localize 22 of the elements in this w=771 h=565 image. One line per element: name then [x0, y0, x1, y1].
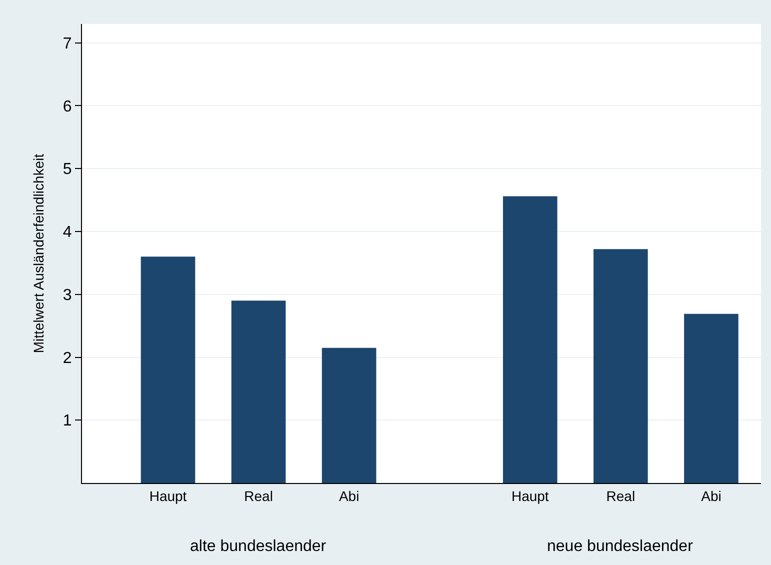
y-tick-label: 3: [62, 286, 72, 304]
y-tick-label: 7: [62, 35, 72, 52]
x-tick-label: Real: [244, 488, 273, 504]
x-tick-label: Abi: [338, 488, 360, 504]
x-tick-label: Haupt: [511, 488, 549, 504]
x-tick-label: Haupt: [149, 488, 187, 504]
y-tick-label: 6: [62, 98, 72, 116]
y-tick-label: 2: [62, 350, 72, 367]
y-tick-label: 4: [62, 224, 72, 242]
bar: [502, 196, 558, 483]
y-axis-title: Mittelwert Ausländerfeindlichkeit: [30, 154, 46, 354]
bar: [322, 348, 376, 483]
bar: [594, 249, 648, 483]
y-tick-label: 1: [62, 412, 72, 430]
text: alte bundeslaender: [190, 538, 327, 555]
x-tick-label: Abi: [701, 488, 722, 504]
x-tick-label: Real: [606, 488, 636, 504]
bar: [231, 300, 286, 483]
y-tick-label: 5: [62, 161, 72, 178]
bar: [684, 314, 738, 483]
text: neue bundeslaender: [547, 538, 694, 555]
bar: [140, 256, 196, 483]
